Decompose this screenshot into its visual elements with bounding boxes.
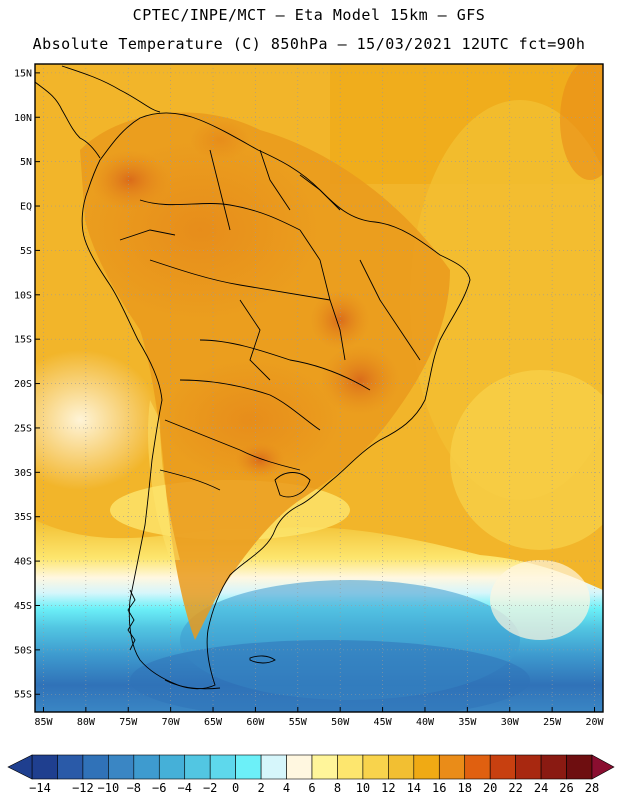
colorbar-swatch xyxy=(438,754,466,780)
colorbar-swatch xyxy=(489,754,516,780)
lon-tick-label: 85W xyxy=(34,717,53,728)
map-frame xyxy=(34,63,604,713)
colorbar-label: 28 xyxy=(584,781,600,795)
lon-tick-label: 55W xyxy=(289,717,308,728)
lat-tick-label: 20S xyxy=(14,379,32,390)
colorbar-swatch xyxy=(82,754,109,780)
colorbar-label: 20 xyxy=(482,781,498,795)
colorbar-label: −12 xyxy=(72,781,94,795)
colorbar-swatch xyxy=(464,754,491,780)
colorbar-label: 16 xyxy=(432,781,447,795)
colorbar-label: −6 xyxy=(152,781,167,795)
colorbar-label: 8 xyxy=(333,781,342,795)
colorbar-label: 10 xyxy=(355,781,371,795)
lat-tick-label: 15S xyxy=(14,335,32,346)
lon-tick-label: 65W xyxy=(204,717,223,728)
colorbar-label: −8 xyxy=(126,781,142,795)
colorbar-label: 6 xyxy=(308,781,316,795)
colorbar-arrow-right xyxy=(591,754,615,780)
colorbar-label: 2 xyxy=(257,781,265,795)
colorbar-label: 0 xyxy=(232,781,240,795)
longitude-axis: 85W 80W 75W 70W 65W 60W 55W 50W 45W 40W 35W 30W 25W 2… xyxy=(34,707,605,728)
colorbar-label: 18 xyxy=(457,781,472,795)
map-subtitle: Absolute Temperature (C) 850hPa – 15/03/… xyxy=(32,35,586,53)
lat-tick-label: 25S xyxy=(14,423,32,434)
colorbar-swatch xyxy=(413,754,440,780)
lon-tick-label: 30W xyxy=(501,717,520,728)
colorbar-swatch xyxy=(515,754,542,780)
lon-tick-label: 35W xyxy=(458,717,477,728)
colorbar-swatch xyxy=(540,754,567,780)
lon-tick-label: 45W xyxy=(374,717,393,728)
lat-tick-label: 40S xyxy=(14,557,32,568)
colorbar-swatch xyxy=(57,754,84,780)
coastlines-borders xyxy=(35,65,471,690)
lat-tick-label: 5S xyxy=(20,246,32,257)
colorbar-label: 4 xyxy=(282,781,291,795)
lon-tick-label: 25W xyxy=(543,717,562,728)
temperature-field xyxy=(35,64,603,712)
lon-tick-label: 50W xyxy=(331,717,350,728)
lon-tick-label: 70W xyxy=(162,717,181,728)
lat-tick-label: 35S xyxy=(14,512,32,523)
lat-tick-label: 50S xyxy=(14,645,32,656)
colorbar-label: 12 xyxy=(381,781,396,795)
lat-tick-label: 10N xyxy=(14,113,32,124)
colorbar-swatch xyxy=(235,754,262,780)
lon-tick-label: 80W xyxy=(77,717,96,728)
map-title: CPTEC/INPE/MCT – Eta Model 15km – GFS xyxy=(132,6,486,24)
lon-tick-label: 40W xyxy=(416,717,435,728)
colorbar-swatch xyxy=(108,754,135,780)
lat-tick-label: 15N xyxy=(14,68,32,79)
lat-tick-label: 55S xyxy=(14,690,32,701)
colorbar-swatch xyxy=(566,754,593,780)
colorbar-label: 24 xyxy=(533,781,549,795)
colorbar-swatch xyxy=(133,754,160,780)
colorbar-swatch xyxy=(388,754,415,780)
colorbar-swatch xyxy=(260,754,287,780)
colorbar-swatch xyxy=(184,754,211,780)
colorbar-swatch xyxy=(31,754,58,780)
colorbar-swatch xyxy=(158,754,186,780)
lat-tick-label: 45S xyxy=(14,601,32,612)
lon-tick-label: 20W xyxy=(585,717,604,728)
colorbar-swatch xyxy=(337,754,364,780)
lat-tick-label: 5N xyxy=(20,157,32,168)
colorbar-swatch xyxy=(286,754,313,780)
lon-tick-label: 60W xyxy=(246,717,265,728)
colorbar-swatch xyxy=(311,754,338,780)
lat-tick-label: 30S xyxy=(14,468,32,479)
latitude-axis: 15N 10N 5N EQ 5S 10S 15S 20S 25S 30S 35S 40S 45S 50S 5… xyxy=(14,68,40,701)
lat-tick-label: 10S xyxy=(14,290,32,301)
colorbar-label: 26 xyxy=(559,781,574,795)
colorbar-arrow-left xyxy=(7,754,33,780)
colorbar-label: 22 xyxy=(508,781,523,795)
colorbar-swatch xyxy=(362,754,389,780)
colorbar-label: −14 xyxy=(29,781,51,795)
lat-tick-label: EQ xyxy=(20,202,32,213)
colorbar-label: 14 xyxy=(406,781,422,795)
colorbar xyxy=(7,754,615,780)
lon-tick-label: 75W xyxy=(119,717,138,728)
colorbar-label: −10 xyxy=(97,781,120,795)
colorbar-swatch xyxy=(209,754,236,780)
colorbar-label: −4 xyxy=(177,781,192,795)
colorbar-label: −2 xyxy=(202,781,218,795)
